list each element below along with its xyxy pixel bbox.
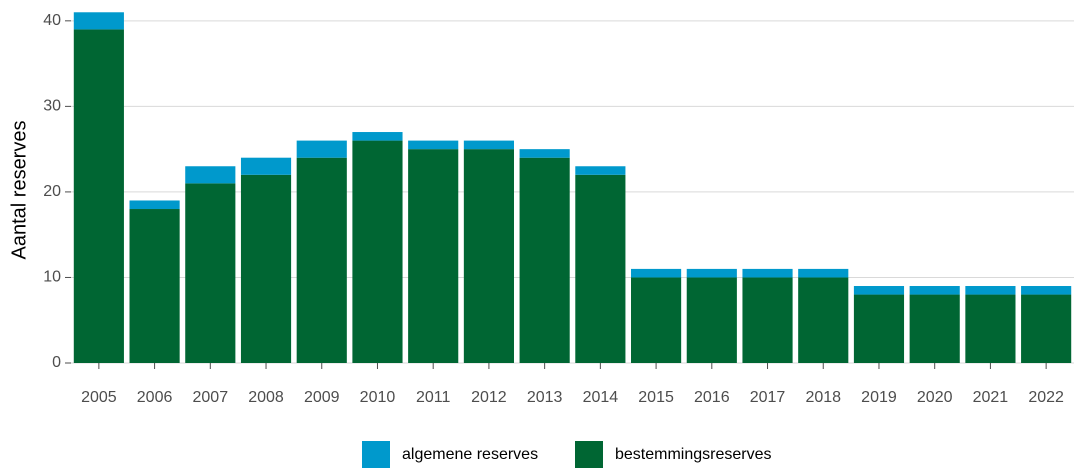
- x-tick-label: 2013: [527, 389, 563, 406]
- bar-segment: [129, 200, 180, 210]
- legend-label: algemene reserves: [402, 446, 538, 463]
- bar-segment: [185, 166, 236, 184]
- x-tick-label: 2022: [1028, 389, 1064, 406]
- bar-segment: [352, 132, 403, 141]
- bar-segment: [1021, 286, 1072, 295]
- x-tick-label: 2017: [750, 389, 786, 406]
- bar-segment: [519, 157, 570, 363]
- bar-segment: [129, 209, 180, 363]
- x-tick-label: 2006: [137, 389, 173, 406]
- bar-segment: [408, 149, 459, 363]
- legend-label: bestemmingsreserves: [615, 446, 772, 463]
- y-tick-label: 20: [43, 183, 61, 200]
- bar-segment: [240, 157, 292, 175]
- x-tick-label: 2021: [973, 389, 1009, 406]
- bar-segment: [575, 174, 626, 363]
- x-tick-label: 2016: [694, 389, 730, 406]
- x-tick-label: 2007: [193, 389, 229, 406]
- x-tick-label: 2008: [248, 389, 284, 406]
- x-tick-label: 2014: [583, 389, 619, 406]
- x-tick-label: 2011: [416, 389, 451, 406]
- x-tick-label: 2010: [360, 389, 396, 406]
- legend-swatch: [362, 441, 390, 468]
- bar-segment: [798, 277, 849, 363]
- x-tick-label: 2005: [81, 389, 117, 406]
- bar-segment: [798, 268, 849, 278]
- bar-segment: [463, 140, 514, 150]
- bar-segment: [575, 166, 626, 175]
- x-tick-label: 2018: [805, 389, 841, 406]
- x-tick-label: 2009: [304, 389, 340, 406]
- bar-segment: [853, 286, 905, 295]
- x-tick-label: 2019: [861, 389, 897, 406]
- bar-segment: [352, 140, 403, 363]
- bar-segment: [1021, 294, 1072, 363]
- y-axis-title: Aantal reserves: [8, 121, 30, 260]
- bar-segment: [742, 277, 793, 363]
- bar-segment: [965, 286, 1016, 295]
- bar-segment: [296, 140, 347, 158]
- x-tick-label: 2012: [471, 389, 507, 406]
- bar-segment: [185, 183, 236, 363]
- bar-segment: [909, 286, 960, 295]
- x-tick-label: 2020: [917, 389, 953, 406]
- bar-segment: [296, 157, 347, 363]
- bar-segment: [686, 268, 737, 278]
- bar-segment: [73, 29, 124, 364]
- x-tick-label: 2015: [638, 389, 674, 406]
- bar-segment: [73, 12, 124, 30]
- bar-segment: [965, 294, 1016, 363]
- y-tick-label: 40: [43, 12, 61, 29]
- legend-swatch: [575, 441, 603, 468]
- bar-segment: [631, 277, 682, 363]
- bar-segment: [631, 268, 682, 278]
- bar-segment: [686, 277, 737, 363]
- bar-segment: [742, 268, 793, 278]
- y-tick-label: 0: [52, 354, 61, 371]
- bar-segment: [408, 140, 459, 150]
- bar-segment: [909, 294, 960, 363]
- y-tick-label: 30: [43, 98, 61, 115]
- bar-segment: [853, 294, 905, 363]
- bar-segment: [463, 149, 514, 363]
- y-tick-label: 10: [43, 269, 61, 286]
- bar-segment: [519, 149, 570, 158]
- bar-segment: [240, 174, 292, 363]
